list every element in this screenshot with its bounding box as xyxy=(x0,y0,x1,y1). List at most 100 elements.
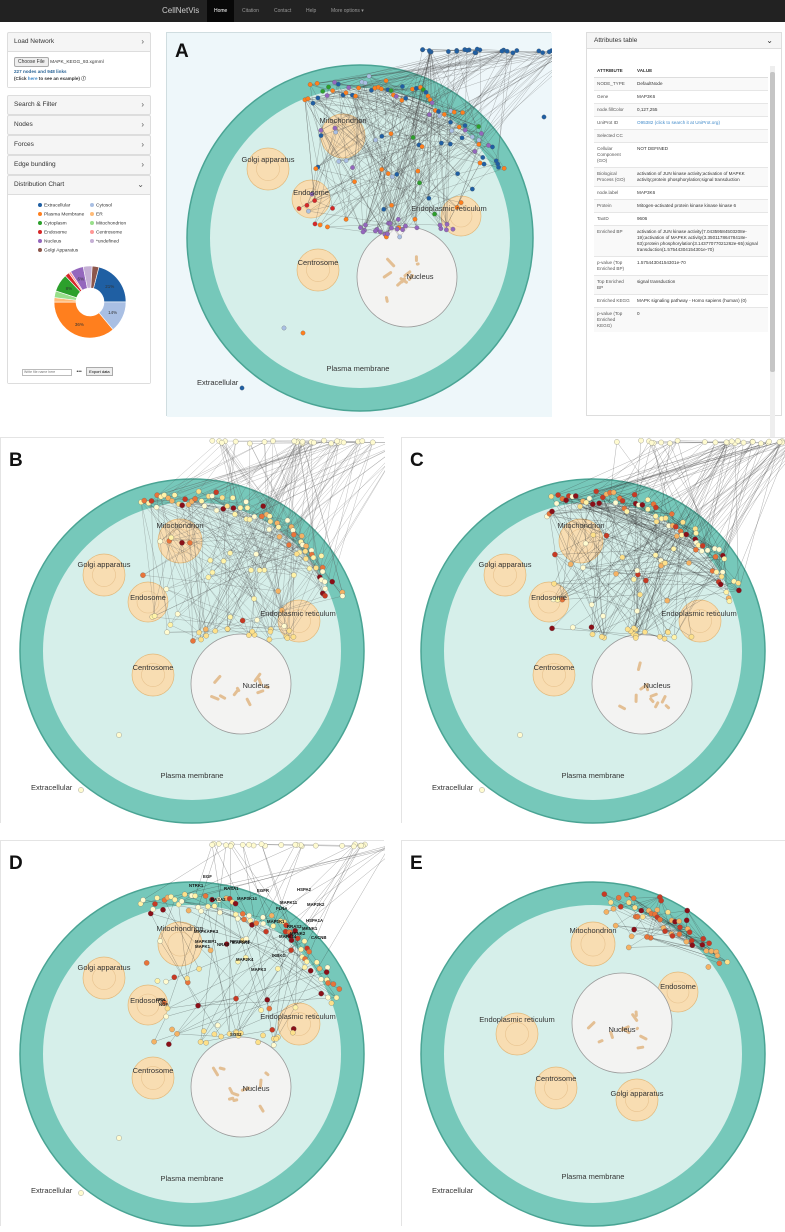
legend-item: Endosome xyxy=(38,230,67,235)
network-node xyxy=(307,949,312,954)
attributes-scrollbar[interactable] xyxy=(770,66,775,440)
chromosome xyxy=(638,663,640,670)
network-node xyxy=(179,540,184,545)
network-node xyxy=(350,165,354,169)
network-node xyxy=(680,520,685,525)
network-node xyxy=(389,203,393,207)
network-stats: 227 nodes and 948 links xyxy=(14,69,144,74)
network-node xyxy=(687,930,692,935)
search-filter-panel[interactable]: Search & Filter› xyxy=(7,95,151,115)
network-node xyxy=(713,440,718,445)
network-node xyxy=(293,1005,298,1010)
network-node xyxy=(414,86,418,90)
export-filename-input[interactable] xyxy=(22,369,72,376)
brand-logo[interactable]: CellNetVis xyxy=(162,6,199,15)
network-node xyxy=(411,135,415,139)
attribute-key: Biological Process (GO) xyxy=(594,168,634,187)
network-node xyxy=(164,630,169,635)
extracellular-label: Extracellular xyxy=(197,378,239,387)
network-node xyxy=(182,892,187,897)
nav-more-options[interactable]: More options ▾ xyxy=(331,8,364,14)
network-node xyxy=(192,496,197,501)
attribute-row: Biological Process (GO)activation of JUN… xyxy=(594,168,768,187)
network-node xyxy=(591,532,596,537)
nucleus xyxy=(191,1037,291,1137)
golgi-label: Golgi apparatus xyxy=(611,1089,664,1098)
example-link[interactable]: here xyxy=(28,76,38,81)
network-node xyxy=(325,965,330,970)
network-node xyxy=(515,48,519,52)
network-node xyxy=(311,101,315,105)
network-node xyxy=(334,439,339,444)
nucleus-label: Nucleus xyxy=(242,1084,269,1093)
network-node xyxy=(457,125,461,129)
legend-label: Cytosol xyxy=(96,203,112,208)
edge-bundling-panel[interactable]: Edge bundling› xyxy=(7,155,151,175)
network-node xyxy=(319,553,324,558)
network-node xyxy=(542,115,546,119)
network-node xyxy=(116,732,121,737)
nav-help[interactable]: Help xyxy=(306,8,316,14)
network-node xyxy=(203,627,208,632)
network-node xyxy=(380,167,384,171)
choose-file-button[interactable]: Choose File xyxy=(14,57,49,67)
network-node xyxy=(604,909,609,914)
network-node xyxy=(699,548,704,553)
network-node xyxy=(665,598,670,603)
network-node xyxy=(618,904,623,909)
network-node xyxy=(420,144,424,148)
nodes-panel[interactable]: Nodes› xyxy=(7,115,151,135)
info-icon[interactable]: ⓘ xyxy=(81,76,86,81)
network-node xyxy=(657,634,662,639)
nav-home[interactable]: Home xyxy=(207,0,234,22)
network-node xyxy=(736,588,741,593)
network-node xyxy=(184,976,189,981)
network-node xyxy=(78,787,83,792)
network-node xyxy=(363,223,367,227)
network-node xyxy=(633,635,638,640)
network-node xyxy=(344,217,348,221)
network-node xyxy=(303,549,308,554)
nav-citation[interactable]: Citation xyxy=(242,8,259,14)
network-node xyxy=(712,546,717,551)
nav-contact[interactable]: Contact xyxy=(274,8,291,14)
gene-label: MAPK11 xyxy=(280,900,298,905)
network-node xyxy=(215,1023,220,1028)
chromosome xyxy=(402,279,404,282)
network-node xyxy=(724,590,729,595)
load-network-header[interactable]: Load Network› xyxy=(8,33,150,51)
network-node xyxy=(632,905,637,910)
network-node xyxy=(395,172,399,176)
distribution-chart-header[interactable]: Distribution Chart⌄ xyxy=(8,176,150,194)
network-node xyxy=(589,602,594,607)
network-node xyxy=(267,527,272,532)
network-node xyxy=(736,580,741,585)
network-node xyxy=(235,916,240,921)
panel-label-d: D xyxy=(9,853,23,875)
network-node xyxy=(654,519,659,524)
network-node xyxy=(452,110,456,114)
network-node xyxy=(597,501,602,506)
chromosome xyxy=(651,699,653,702)
gene-label: HSPA1A xyxy=(306,918,323,923)
legend-item: *undefined xyxy=(90,239,119,244)
gene-label: IKBKG xyxy=(272,953,287,958)
gene-label: RPS6KA3 xyxy=(230,939,250,944)
export-data-button[interactable]: Export data xyxy=(86,367,112,376)
legend-item: ER xyxy=(90,212,103,217)
uniprot-link[interactable]: O95382 (click to search it at UniProt.or… xyxy=(634,117,768,130)
attributes-header[interactable]: Attributes table⌄ xyxy=(587,33,781,49)
network-node xyxy=(662,560,667,565)
centrosome-label: Centrosome xyxy=(298,258,339,267)
legend-item: Nucleus xyxy=(38,239,61,244)
legend-item: Extracellular xyxy=(38,203,70,208)
forces-panel[interactable]: Forces› xyxy=(7,135,151,155)
network-node xyxy=(741,440,746,445)
network-node xyxy=(233,439,238,444)
scrollbar-thumb[interactable] xyxy=(770,72,775,372)
network-node xyxy=(611,906,616,911)
network-node xyxy=(649,440,654,445)
